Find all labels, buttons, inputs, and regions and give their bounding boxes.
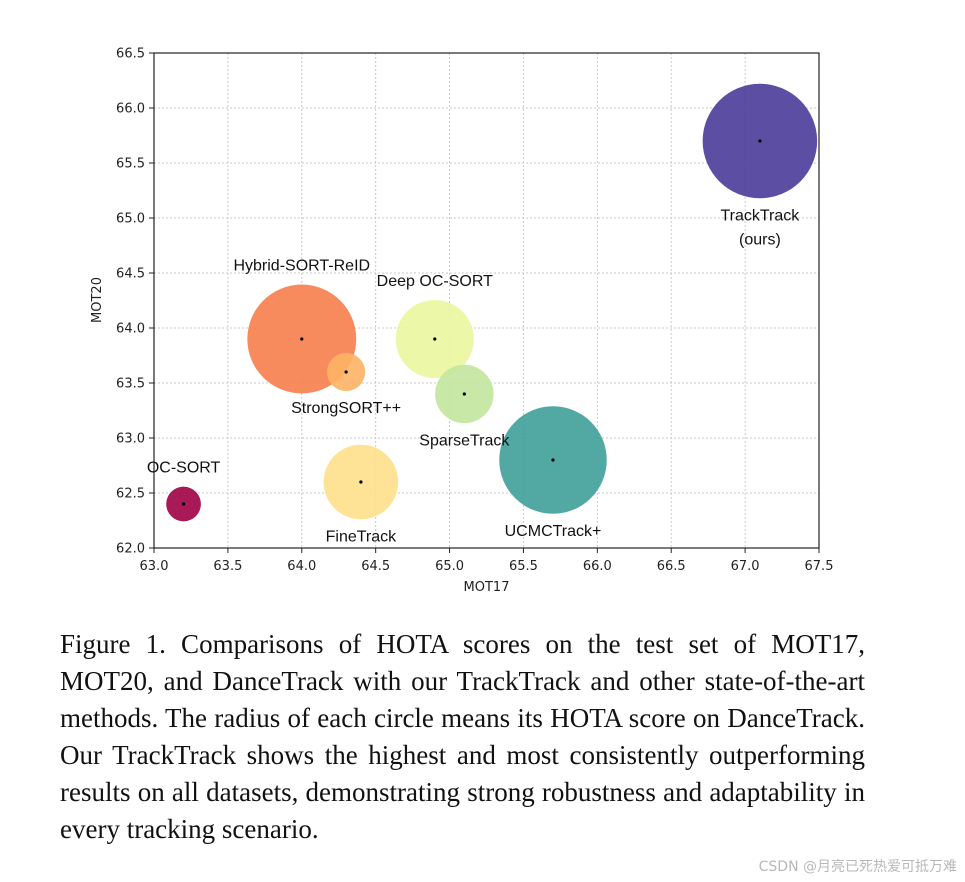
bubble-center-dot bbox=[758, 139, 762, 143]
bubbles bbox=[166, 83, 818, 522]
x-axis-label: MOT17 bbox=[464, 580, 510, 595]
bubble-label: SparseTrack bbox=[419, 432, 510, 449]
bubble-center-dot bbox=[300, 337, 304, 341]
figure-caption: Figure 1. Comparisons of HOTA scores on … bbox=[60, 629, 865, 844]
watermark: CSDN @月亮已死热爱可抵万难 bbox=[758, 859, 957, 875]
plot-frame bbox=[153, 52, 820, 549]
bubble-label: StrongSORT++ bbox=[291, 400, 401, 417]
bubble-center-dot bbox=[359, 480, 363, 484]
y-tick-label: 63.5 bbox=[116, 377, 145, 392]
bubble-center-dot bbox=[462, 392, 466, 396]
y-tick-label: 63.0 bbox=[116, 432, 145, 447]
y-tick-label: 66.5 bbox=[116, 47, 145, 62]
y-tick-label: 62.0 bbox=[116, 542, 145, 557]
y-tick-label: 65.0 bbox=[116, 212, 145, 227]
y-tick-label: 64.5 bbox=[116, 267, 145, 282]
y-tick-label: 64.0 bbox=[116, 322, 145, 337]
x-tick-label: 67.0 bbox=[731, 559, 760, 574]
bubble-label: Deep OC-SORT bbox=[377, 273, 493, 290]
bubble-label: UCMCTrack+ bbox=[505, 523, 602, 540]
x-tick-label: 67.5 bbox=[805, 559, 834, 574]
x-tick-label: 65.5 bbox=[509, 559, 538, 574]
x-tick-label: 66.0 bbox=[583, 559, 612, 574]
x-tick-label: 63.0 bbox=[140, 559, 169, 574]
x-tick-label: 63.5 bbox=[213, 559, 242, 574]
x-tick-label: 64.5 bbox=[361, 559, 390, 574]
bubble-label: TrackTrack (ours) bbox=[720, 207, 800, 248]
bubble-center-dot bbox=[344, 370, 348, 374]
bubble-center-dot bbox=[433, 337, 437, 341]
bubble-label: Hybrid-SORT-ReID bbox=[233, 258, 370, 275]
bubble-label: FineTrack bbox=[326, 528, 398, 545]
ticks: 63.0 63.5 64.0 64.5 65.0 65.5 66.0 66.5 67.0 67.5… bbox=[116, 47, 833, 575]
y-tick-label: 65.5 bbox=[116, 157, 145, 172]
bubble-label: OC-SORT bbox=[147, 460, 221, 477]
x-tick-label: 64.0 bbox=[287, 559, 316, 574]
y-axis-label: MOT20 bbox=[90, 277, 105, 323]
x-tick-label: 65.0 bbox=[435, 559, 464, 574]
bubble-labels: OC-SORT Hybrid-SORT-ReID StrongSORT++ FineT… bbox=[147, 207, 800, 545]
bubble-center-dot bbox=[181, 502, 186, 506]
bubble-center-dot bbox=[551, 458, 555, 462]
y-tick-label: 62.5 bbox=[116, 487, 145, 502]
bubble-chart: OC-SORT Hybrid-SORT-ReID StrongSORT++ FineT… bbox=[90, 47, 833, 596]
x-tick-label: 66.5 bbox=[657, 559, 686, 574]
y-tick-label: 66.0 bbox=[116, 102, 145, 117]
